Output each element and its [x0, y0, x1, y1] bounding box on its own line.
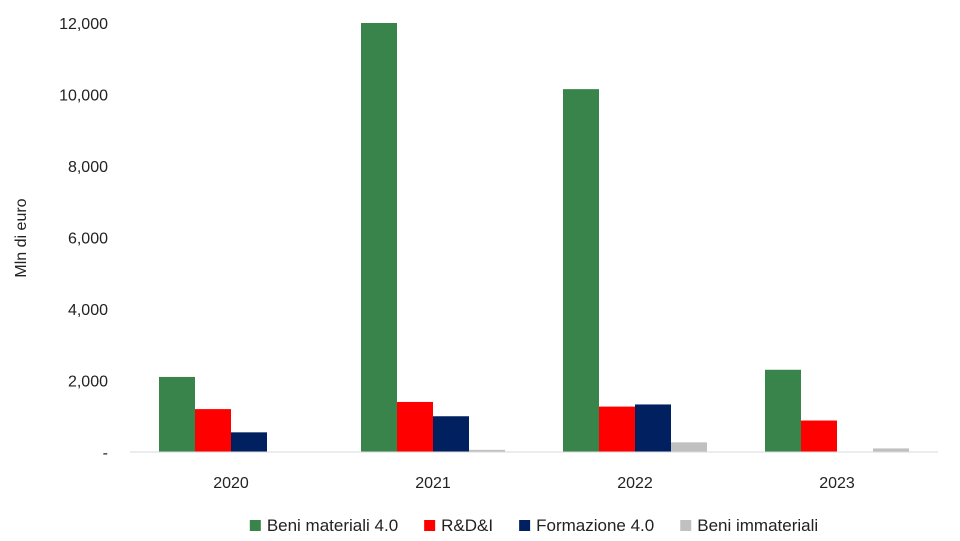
- bar: [361, 23, 397, 452]
- bar: [195, 409, 231, 452]
- y-tick-label: 10,000: [59, 88, 108, 105]
- bar: [873, 448, 909, 452]
- y-tick-label: 8,000: [68, 159, 108, 176]
- y-tick-label: 6,000: [68, 231, 108, 248]
- legend-item: Beni materiali 4.0: [249, 516, 398, 535]
- bar: [599, 406, 635, 452]
- x-tick-label: 2020: [213, 475, 249, 492]
- bar: [469, 449, 505, 452]
- bars: [159, 23, 909, 452]
- bar: [433, 416, 469, 452]
- bar: [801, 420, 837, 452]
- bar: [671, 442, 707, 452]
- x-axis-ticks: 2020 2021 2022 2023: [213, 475, 855, 492]
- y-tick-label: 4,000: [68, 302, 108, 319]
- bar: [765, 369, 801, 452]
- legend-label: Beni immateriali: [697, 516, 818, 535]
- y-axis-label: Mln di euro: [13, 198, 30, 277]
- legend: Beni materiali 4.0 R&D&I Formazione 4.0 Ben…: [249, 516, 818, 535]
- legend-swatch: [680, 520, 692, 531]
- bar: [231, 432, 267, 452]
- legend-label: Formazione 4.0: [536, 516, 654, 535]
- y-tick-label: 12,000: [59, 16, 108, 33]
- legend-swatch: [424, 520, 436, 531]
- y-tick-label: -: [103, 445, 108, 462]
- legend-label: Beni materiali 4.0: [267, 516, 398, 535]
- legend-item: Beni immateriali: [680, 516, 818, 535]
- bar: [397, 401, 433, 452]
- legend-item: Formazione 4.0: [519, 516, 654, 535]
- bar: [159, 376, 195, 452]
- bar: [635, 404, 671, 452]
- legend-label: R&D&I: [441, 516, 493, 535]
- x-tick-label: 2023: [819, 475, 855, 492]
- x-tick-label: 2021: [415, 475, 451, 492]
- legend-item: R&D&I: [424, 516, 493, 535]
- legend-swatch: [519, 520, 531, 531]
- x-tick-label: 2022: [617, 475, 653, 492]
- y-tick-label: 2,000: [68, 374, 108, 391]
- y-axis-ticks: - 2,000 4,000 6,000 8,000 10,000 12,000: [59, 16, 108, 462]
- bar: [563, 89, 599, 452]
- legend-swatch: [249, 520, 261, 531]
